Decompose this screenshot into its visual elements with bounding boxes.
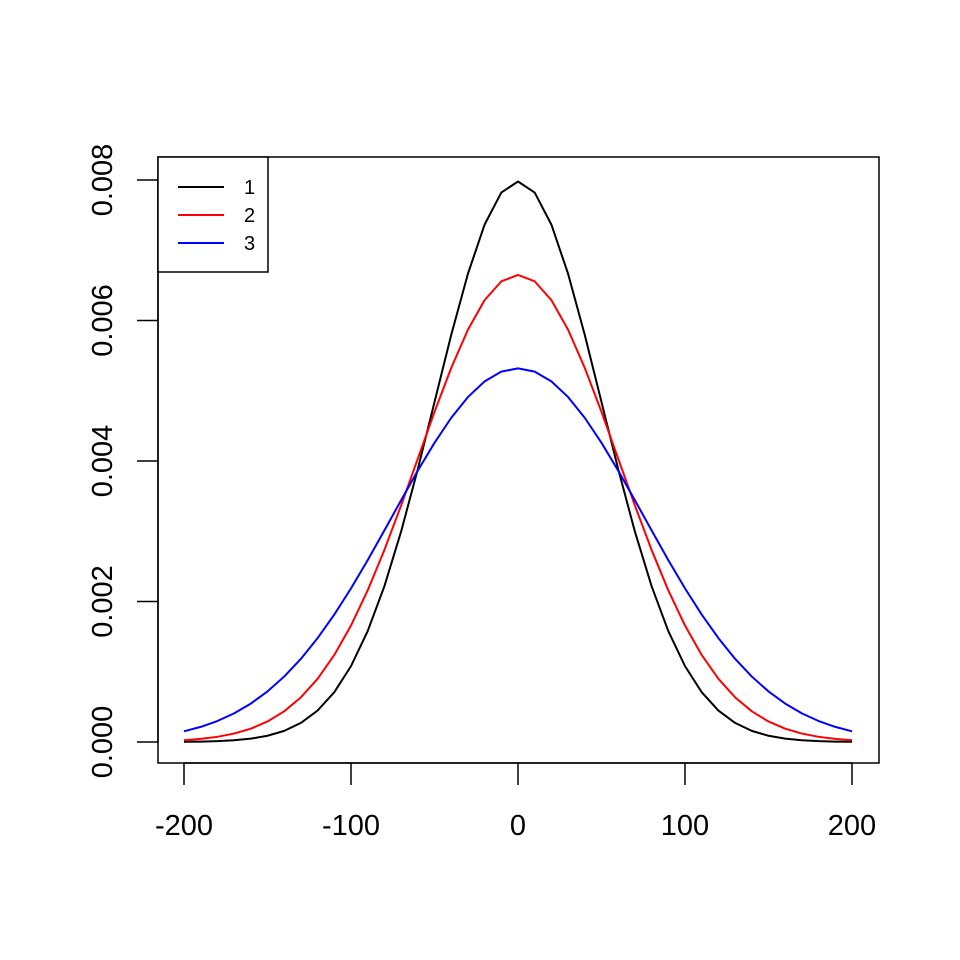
- x-tick-label: -200: [155, 810, 213, 842]
- series-line-1: [183, 180, 853, 743]
- x-axis: -200 -100 0 100 200: [155, 762, 876, 842]
- x-tick-label: 100: [661, 810, 709, 842]
- series-layer: [183, 180, 853, 743]
- x-tick-label: -100: [322, 810, 380, 842]
- y-tick-label: 0.000: [87, 706, 119, 779]
- y-axis: 0.000 0.002 0.004 0.006 0.008: [87, 144, 159, 779]
- y-tick-label: 0.004: [87, 425, 119, 498]
- y-tick-label: 0.008: [87, 144, 119, 217]
- legend: 1 2 3: [157, 156, 269, 273]
- x-tick-label: 200: [828, 810, 876, 842]
- series-line-3: [183, 367, 853, 733]
- legend-label-2: 2: [244, 205, 255, 227]
- series-line-2: [183, 273, 853, 742]
- y-tick-label: 0.006: [87, 284, 119, 357]
- legend-label-3: 3: [244, 233, 255, 255]
- legend-label-1: 1: [244, 177, 255, 199]
- y-tick-label: 0.002: [87, 565, 119, 638]
- x-tick-label: 0: [510, 810, 526, 842]
